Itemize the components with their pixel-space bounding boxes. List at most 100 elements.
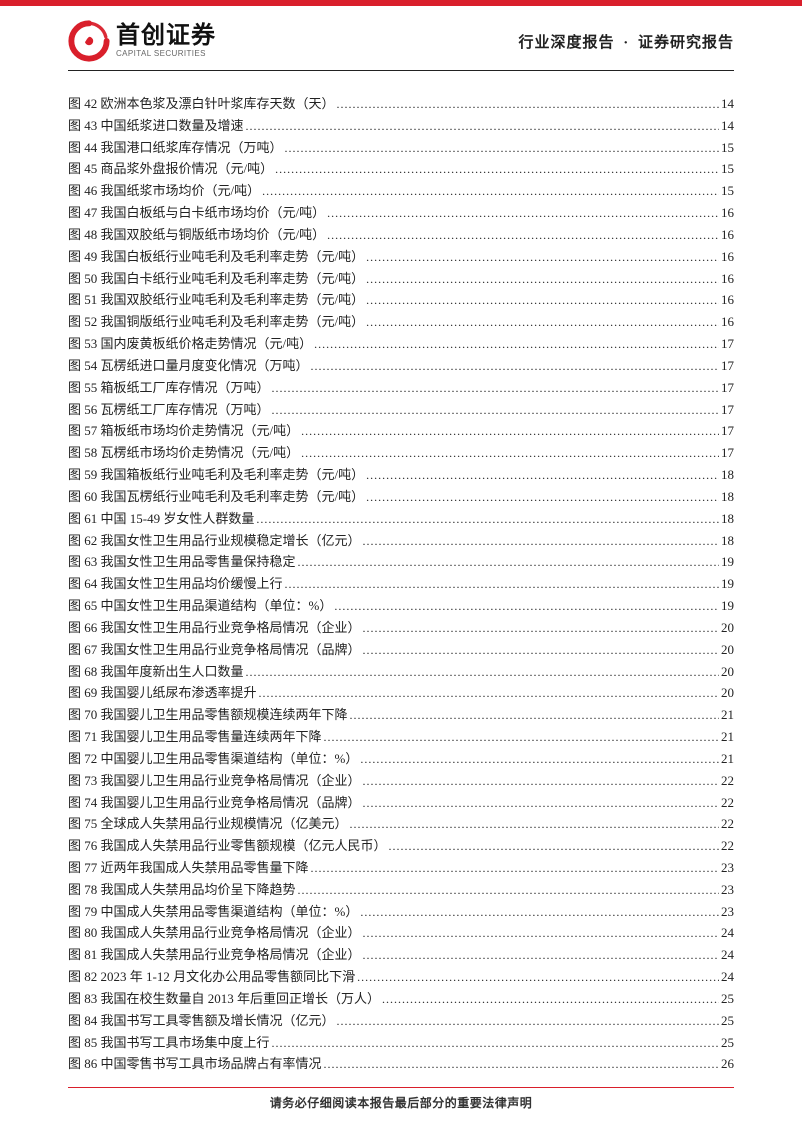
toc-page-number: 17: [721, 333, 734, 355]
toc-entry-label: 图 61 中国 15-49 岁女性人群数量: [68, 508, 254, 530]
toc-row[interactable]: 图 50 我国白卡纸行业吨毛利及毛利率走势（元/吨） 16: [68, 268, 734, 290]
toc-entry-label: 图 50 我国白卡纸行业吨毛利及毛利率走势（元/吨）: [68, 268, 364, 290]
toc-row[interactable]: 图 42 欧洲本色浆及漂白针叶浆库存天数（天）14: [68, 93, 734, 115]
toc-page-number: 22: [721, 792, 734, 814]
toc-row[interactable]: 图 84 我国书写工具零售额及增长情况（亿元）25: [68, 1010, 734, 1032]
toc-row[interactable]: 图 47 我国白板纸与白卡纸市场均价（元/吨）16: [68, 202, 734, 224]
toc-row[interactable]: 图 60 我国瓦楞纸行业吨毛利及毛利率走势（元/吨）18: [68, 486, 734, 508]
toc-row[interactable]: 图 72 中国婴儿卫生用品零售渠道结构（单位：%）21: [68, 748, 734, 770]
toc-row[interactable]: 图 65 中国女性卫生用品渠道结构（单位：%）19: [68, 595, 734, 617]
toc-page-number: 18: [721, 464, 734, 486]
toc-entry-label: 图 86 中国零售书写工具市场品牌占有率情况: [68, 1053, 322, 1075]
toc-entry-label: 图 84 我国书写工具零售额及增长情况（亿元）: [68, 1010, 335, 1032]
toc-row[interactable]: 图 62 我国女性卫生用品行业规模稳定增长（亿元）18: [68, 530, 734, 552]
toc-row[interactable]: 图 52 我国铜版纸行业吨毛利及毛利率走势（元/吨）16: [68, 311, 734, 333]
toc-leader-dots: [334, 595, 719, 617]
toc-entry-label: 图 72 中国婴儿卫生用品零售渠道结构（单位：%）: [68, 748, 358, 770]
toc-entry-label: 图 45 商品浆外盘报价情况（元/吨）: [68, 158, 273, 180]
toc-row[interactable]: 图 57 箱板纸市场均价走势情况（元/吨）17: [68, 420, 734, 442]
toc-leader-dots: [366, 268, 719, 290]
toc-row[interactable]: 图 54 瓦楞纸进口量月度变化情况（万吨）17: [68, 355, 734, 377]
toc-row[interactable]: 图 80 我国成人失禁用品行业竞争格局情况（企业） 24: [68, 922, 734, 944]
toc-page-number: 21: [721, 726, 734, 748]
toc-leader-dots: [298, 551, 719, 573]
toc-row[interactable]: 图 71 我国婴儿卫生用品零售量连续两年下降 21: [68, 726, 734, 748]
toc-row[interactable]: 图 44 我国港口纸浆库存情况（万吨）15: [68, 137, 734, 159]
toc-row[interactable]: 图 75 全球成人失禁用品行业规模情况（亿美元）22: [68, 813, 734, 835]
toc-row[interactable]: 图 69 我国婴儿纸尿布渗透率提升20: [68, 682, 734, 704]
toc-row[interactable]: 图 70 我国婴儿卫生用品零售额规模连续两年下降21: [68, 704, 734, 726]
toc-row[interactable]: 图 74 我国婴儿卫生用品行业竞争格局情况（品牌）22: [68, 792, 734, 814]
toc-leader-dots: [363, 792, 719, 814]
toc-page-number: 18: [721, 508, 734, 530]
toc-row[interactable]: 图 51 我国双胶纸行业吨毛利及毛利率走势（元/吨）16: [68, 289, 734, 311]
toc-page-number: 15: [721, 137, 734, 159]
toc-entry-label: 图 71 我国婴儿卫生用品零售量连续两年下降: [68, 726, 322, 748]
toc-leader-dots: [366, 486, 719, 508]
toc-leader-dots: [382, 988, 719, 1010]
toc-row[interactable]: 图 67 我国女性卫生用品行业竞争格局情况（品牌）20: [68, 639, 734, 661]
toc-entry-label: 图 73 我国婴儿卫生用品行业竞争格局情况（企业）: [68, 770, 361, 792]
toc-leader-dots: [337, 1010, 719, 1032]
toc-entry-label: 图 67 我国女性卫生用品行业竞争格局情况（品牌）: [68, 639, 361, 661]
toc-page-number: 21: [721, 704, 734, 726]
toc-page-number: 25: [721, 988, 734, 1010]
toc-page-number: 24: [721, 922, 734, 944]
toc-row[interactable]: 图 58 瓦楞纸市场均价走势情况（元/吨）17: [68, 442, 734, 464]
toc-entry-label: 图 83 我国在校生数量自 2013 年后重回正增长（万人）: [68, 988, 380, 1010]
toc-page-number: 16: [721, 246, 734, 268]
toc-row[interactable]: 图 64 我国女性卫生用品均价缓慢上行19: [68, 573, 734, 595]
toc-entry-label: 图 82 2023 年 1-12 月文化办公用品零售额同比下滑: [68, 966, 355, 988]
toc-entry-label: 图 80 我国成人失禁用品行业竞争格局情况（企业）: [68, 922, 361, 944]
toc-entry-label: 图 59 我国箱板纸行业吨毛利及毛利率走势（元/吨）: [68, 464, 364, 486]
toc-row[interactable]: 图 48 我国双胶纸与铜版纸市场均价（元/吨）16: [68, 224, 734, 246]
toc-row[interactable]: 图 59 我国箱板纸行业吨毛利及毛利率走势（元/吨） 18: [68, 464, 734, 486]
toc-leader-dots: [363, 922, 719, 944]
toc-row[interactable]: 图 45 商品浆外盘报价情况（元/吨）15: [68, 158, 734, 180]
toc-leader-dots: [259, 682, 719, 704]
header-title: 行业深度报告 · 证券研究报告: [518, 31, 734, 52]
toc-row[interactable]: 图 46 我国纸浆市场均价（元/吨）15: [68, 180, 734, 202]
toc-leader-dots: [324, 726, 719, 748]
toc-row[interactable]: 图 56 瓦楞纸工厂库存情况（万吨）17: [68, 399, 734, 421]
toc-row[interactable]: 图 81 我国成人失禁用品行业竞争格局情况（企业）24: [68, 944, 734, 966]
toc-page-number: 17: [721, 442, 734, 464]
toc-leader-dots: [285, 573, 719, 595]
toc-row[interactable]: 图 68 我国年度新出生人口数量20: [68, 661, 734, 683]
toc-row[interactable]: 图 55 箱板纸工厂库存情况（万吨）17: [68, 377, 734, 399]
toc-row[interactable]: 图 82 2023 年 1-12 月文化办公用品零售额同比下滑24: [68, 966, 734, 988]
toc-entry-label: 图 62 我国女性卫生用品行业规模稳定增长（亿元）: [68, 530, 361, 552]
toc-row[interactable]: 图 43 中国纸浆进口数量及增速14: [68, 115, 734, 137]
toc-entry-label: 图 63 我国女性卫生用品零售量保持稳定: [68, 551, 296, 573]
toc-row[interactable]: 图 49 我国白板纸行业吨毛利及毛利率走势（元/吨）16: [68, 246, 734, 268]
toc-page-number: 22: [721, 813, 734, 835]
toc-row[interactable]: 图 66 我国女性卫生用品行业竞争格局情况（企业）20: [68, 617, 734, 639]
toc-leader-dots: [366, 464, 719, 486]
toc-page-number: 26: [721, 1053, 734, 1075]
toc-row[interactable]: 图 85 我国书写工具市场集中度上行25: [68, 1032, 734, 1054]
toc-row[interactable]: 图 79 中国成人失禁用品零售渠道结构（单位：%）23: [68, 901, 734, 923]
toc-entry-label: 图 76 我国成人失禁用品行业零售额规模（亿元人民币）: [68, 835, 387, 857]
toc-page-number: 22: [721, 835, 734, 857]
toc-leader-dots: [272, 1032, 719, 1054]
header-left-text: 行业深度报告: [518, 35, 614, 51]
toc-page-number: 14: [721, 115, 734, 137]
toc-row[interactable]: 图 77 近两年我国成人失禁用品零售量下降23: [68, 857, 734, 879]
toc-leader-dots: [363, 770, 719, 792]
toc-row[interactable]: 图 78 我国成人失禁用品均价呈下降趋势23: [68, 879, 734, 901]
toc-leader-dots: [298, 879, 719, 901]
toc-row[interactable]: 图 61 中国 15-49 岁女性人群数量 18: [68, 508, 734, 530]
toc-leader-dots: [363, 530, 719, 552]
toc-row[interactable]: 图 83 我国在校生数量自 2013 年后重回正增长（万人） 25: [68, 988, 734, 1010]
toc-row[interactable]: 图 63 我国女性卫生用品零售量保持稳定19: [68, 551, 734, 573]
toc-entry-label: 图 64 我国女性卫生用品均价缓慢上行: [68, 573, 283, 595]
toc-page-number: 16: [721, 268, 734, 290]
toc-row[interactable]: 图 86 中国零售书写工具市场品牌占有率情况 26: [68, 1053, 734, 1075]
toc-entry-label: 图 56 瓦楞纸工厂库存情况（万吨）: [68, 399, 270, 421]
toc-leader-dots: [363, 944, 719, 966]
toc-row[interactable]: 图 53 国内废黄板纸价格走势情况（元/吨）17: [68, 333, 734, 355]
toc-row[interactable]: 图 73 我国婴儿卫生用品行业竞争格局情况（企业）22: [68, 770, 734, 792]
toc-leader-dots: [262, 180, 719, 202]
logo-icon: [68, 20, 110, 62]
toc-row[interactable]: 图 76 我国成人失禁用品行业零售额规模（亿元人民币） 22: [68, 835, 734, 857]
